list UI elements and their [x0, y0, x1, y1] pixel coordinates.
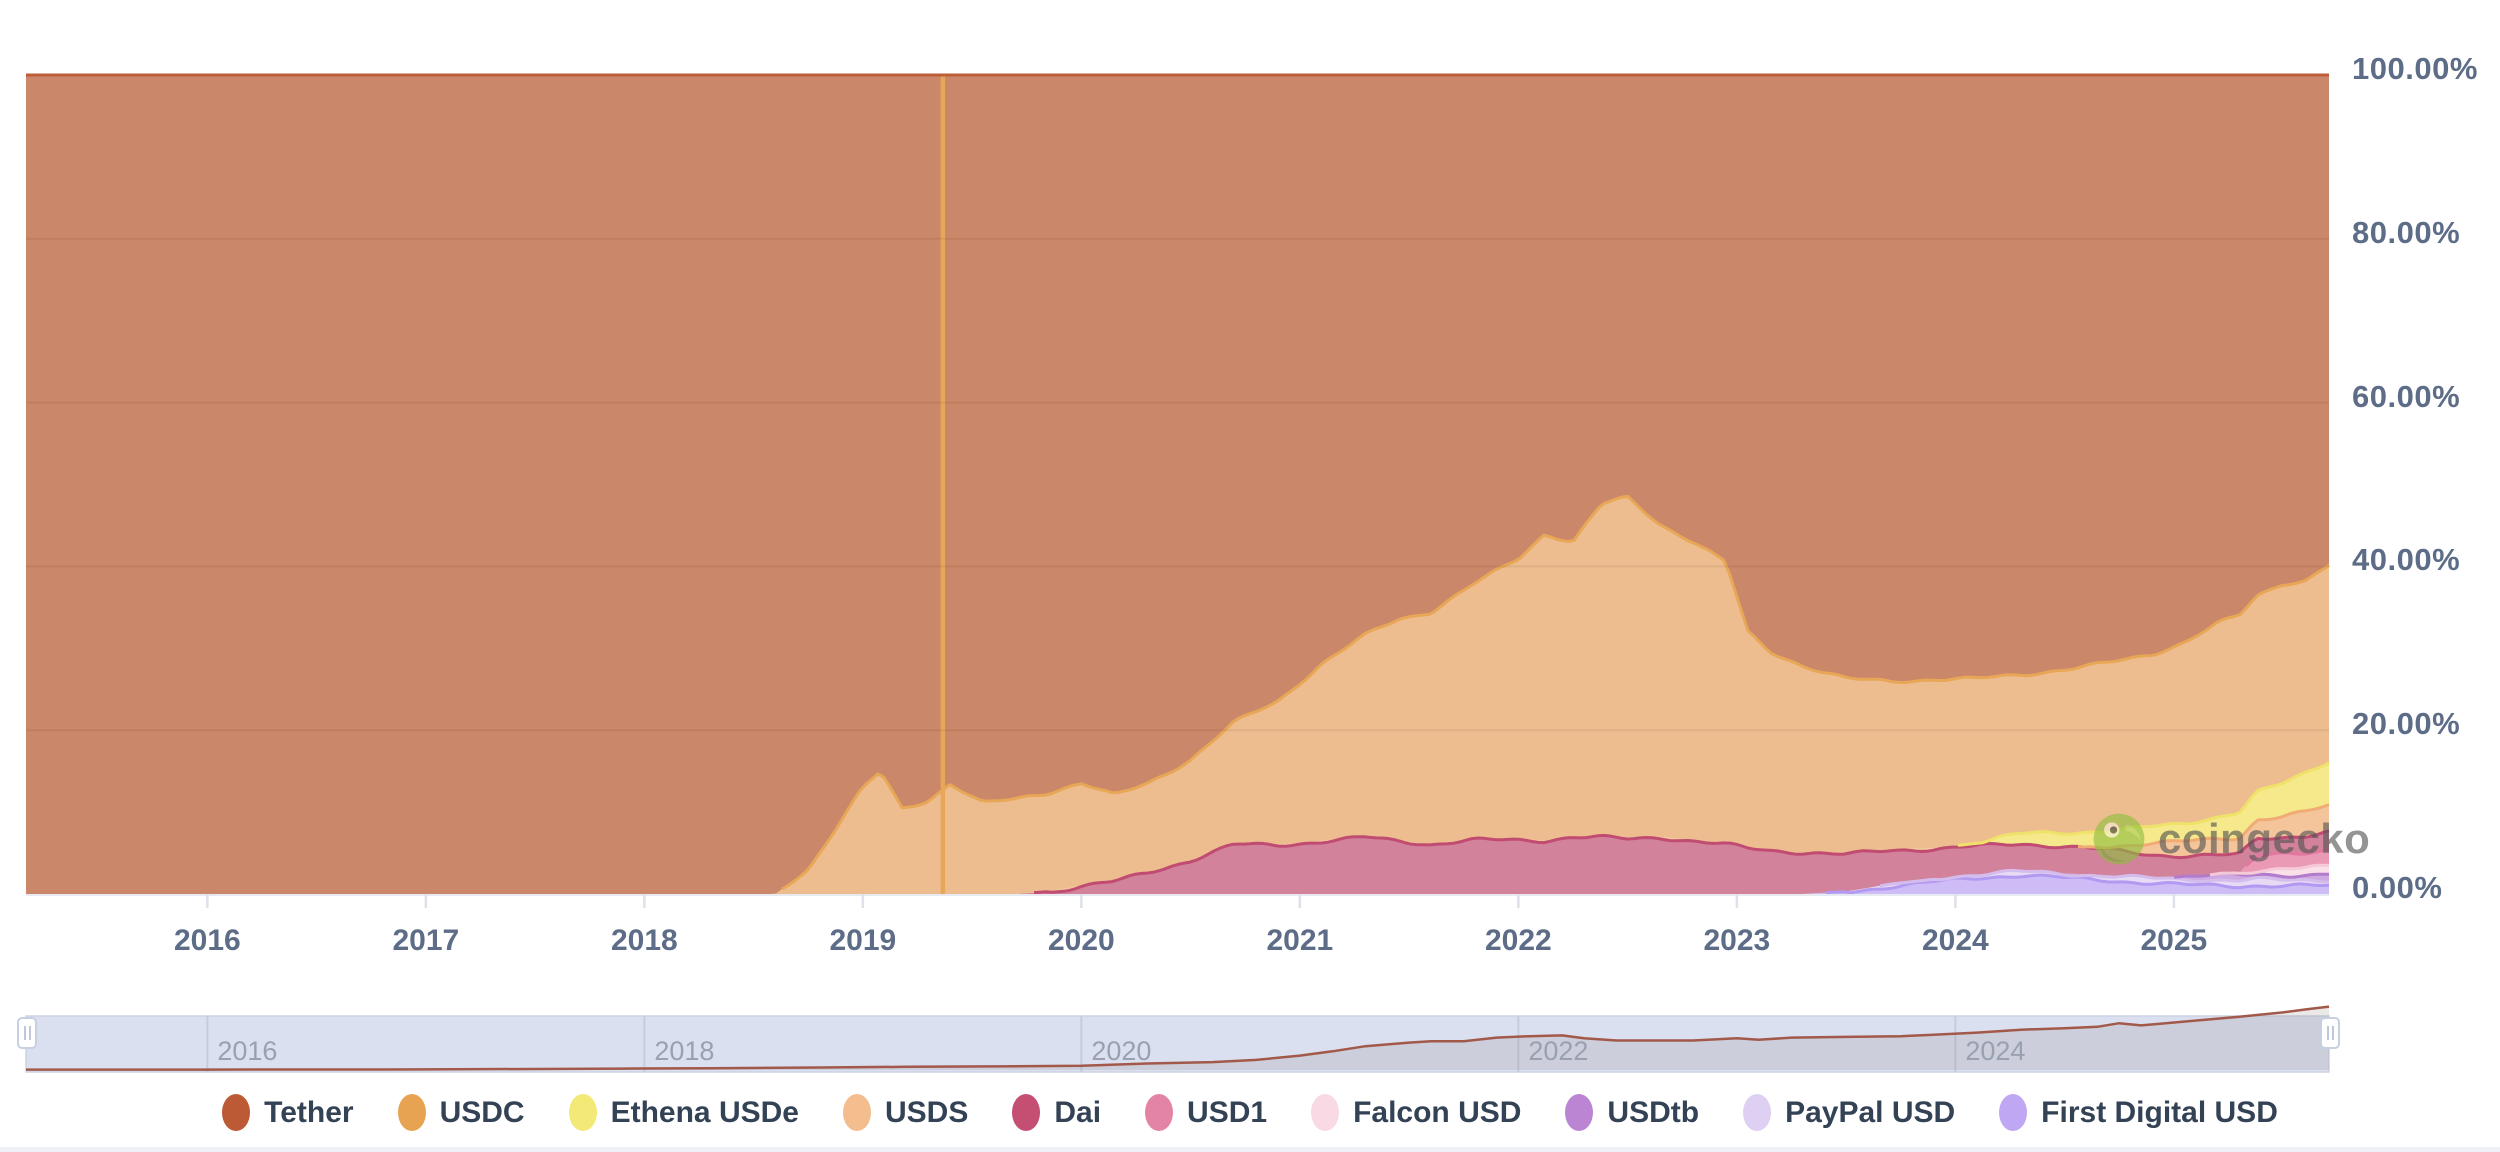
legend-marker-icon — [1311, 1094, 1340, 1131]
area-dai[interactable] — [26, 830, 2329, 894]
x-axis-label: 2023 — [1703, 924, 1771, 957]
drag-grip-icon — [2331, 1026, 2334, 1040]
edge-usdc — [781, 494, 2330, 891]
legend-label: Dai — [1054, 1095, 1102, 1129]
legend-marker-icon — [222, 1094, 251, 1131]
y-axis-label: 20.00% — [2352, 706, 2461, 741]
edge-ethena-usde — [1957, 761, 2330, 847]
gecko-logo-icon — [2093, 813, 2145, 865]
area-tether[interactable] — [26, 75, 2329, 894]
legend-item-tether[interactable]: Tether — [222, 1094, 354, 1131]
legend-label: USDS — [884, 1095, 969, 1129]
legend-item-usds[interactable]: USDS — [842, 1094, 969, 1131]
legend-marker-icon — [568, 1094, 597, 1131]
legend-label: USD1 — [1187, 1095, 1268, 1129]
legend-label: Tether — [264, 1095, 354, 1129]
drag-grip-icon — [23, 1026, 26, 1040]
legend-item-paypal-usd[interactable]: PayPal USD — [1743, 1094, 1955, 1131]
data-gap-spike — [940, 75, 946, 894]
area-first-digital-usd[interactable] — [26, 875, 2329, 894]
legend-label: Falcon USD — [1353, 1095, 1522, 1129]
x-axis-label: 2021 — [1266, 924, 1334, 957]
watermark-text: coingecko — [2158, 815, 2371, 862]
legend-marker-icon — [1743, 1094, 1772, 1131]
legend-label: First Digital USD — [2041, 1095, 2278, 1129]
legend-label: PayPal USD — [1785, 1095, 1956, 1129]
navigator-area — [26, 1006, 2329, 1070]
legend-item-usdc[interactable]: USDC — [397, 1094, 525, 1131]
drag-grip-icon — [2326, 1026, 2329, 1040]
navigator-left-handle[interactable] — [17, 1017, 37, 1049]
y-axis-label: 100.00% — [2352, 51, 2478, 86]
x-axis-label: 2025 — [2140, 924, 2208, 957]
y-axis-label: 0.00% — [2352, 870, 2443, 905]
edge-paypal-usd — [1879, 868, 2330, 888]
legend-marker-icon — [397, 1094, 426, 1131]
y-axis-label: 80.00% — [2352, 215, 2461, 250]
x-axis-label: 2022 — [1484, 924, 1552, 957]
coingecko-watermark: coingecko — [2090, 810, 2370, 868]
legend-label: Ethena USDe — [610, 1095, 799, 1129]
navigator-year-label: 2018 — [654, 1036, 715, 1066]
area-usdc[interactable] — [26, 496, 2329, 894]
legend-item-usdtb[interactable]: USDtb — [1565, 1094, 1699, 1131]
navigator-year-label: 2016 — [217, 1036, 278, 1066]
legend-marker-icon — [1565, 1094, 1594, 1131]
x-axis-label: 2019 — [829, 924, 897, 957]
x-axis-label: 2016 — [173, 924, 241, 957]
x-axis-label: 2020 — [1047, 924, 1115, 957]
y-axis-label: 60.00% — [2352, 379, 2461, 414]
legend-item-usd1[interactable]: USD1 — [1145, 1094, 1267, 1131]
page-bottom-divider — [0, 1147, 2500, 1152]
navigator-right-handle[interactable] — [2320, 1017, 2340, 1049]
edge-usdtb — [2173, 871, 2330, 879]
legend-marker-icon — [1145, 1094, 1174, 1131]
legend-marker-icon — [1012, 1094, 1041, 1131]
x-axis-label: 2024 — [1921, 924, 1989, 957]
chart-legend: Tether USDC Ethena USDe USDS Dai USD1 Falcon U… — [0, 1094, 2500, 1131]
x-axis-label: 2018 — [610, 924, 678, 957]
drag-grip-icon — [28, 1026, 31, 1040]
legend-item-dai[interactable]: Dai — [1012, 1094, 1101, 1131]
navigator-year-label: 2020 — [1091, 1036, 1152, 1066]
legend-item-falcon-usd[interactable]: Falcon USD — [1311, 1094, 1521, 1131]
x-axis-label: 2017 — [392, 924, 460, 957]
legend-item-first-digital-usd[interactable]: First Digital USD — [1999, 1094, 2278, 1131]
legend-marker-icon — [842, 1094, 871, 1131]
legend-label: USDC — [439, 1095, 525, 1129]
edge-falcon-usd — [2209, 863, 2330, 877]
legend-label: USDtb — [1607, 1095, 1700, 1129]
navigator-year-label: 2022 — [1528, 1036, 1589, 1066]
navigator-line — [26, 1005, 2330, 1071]
legend-item-ethena-usde[interactable]: Ethena USDe — [568, 1094, 799, 1131]
y-axis-label: 40.00% — [2352, 542, 2461, 577]
legend-marker-icon — [1999, 1094, 2028, 1131]
navigator-year-label: 2024 — [1965, 1036, 2026, 1066]
edge-usd1 — [2244, 848, 2330, 868]
